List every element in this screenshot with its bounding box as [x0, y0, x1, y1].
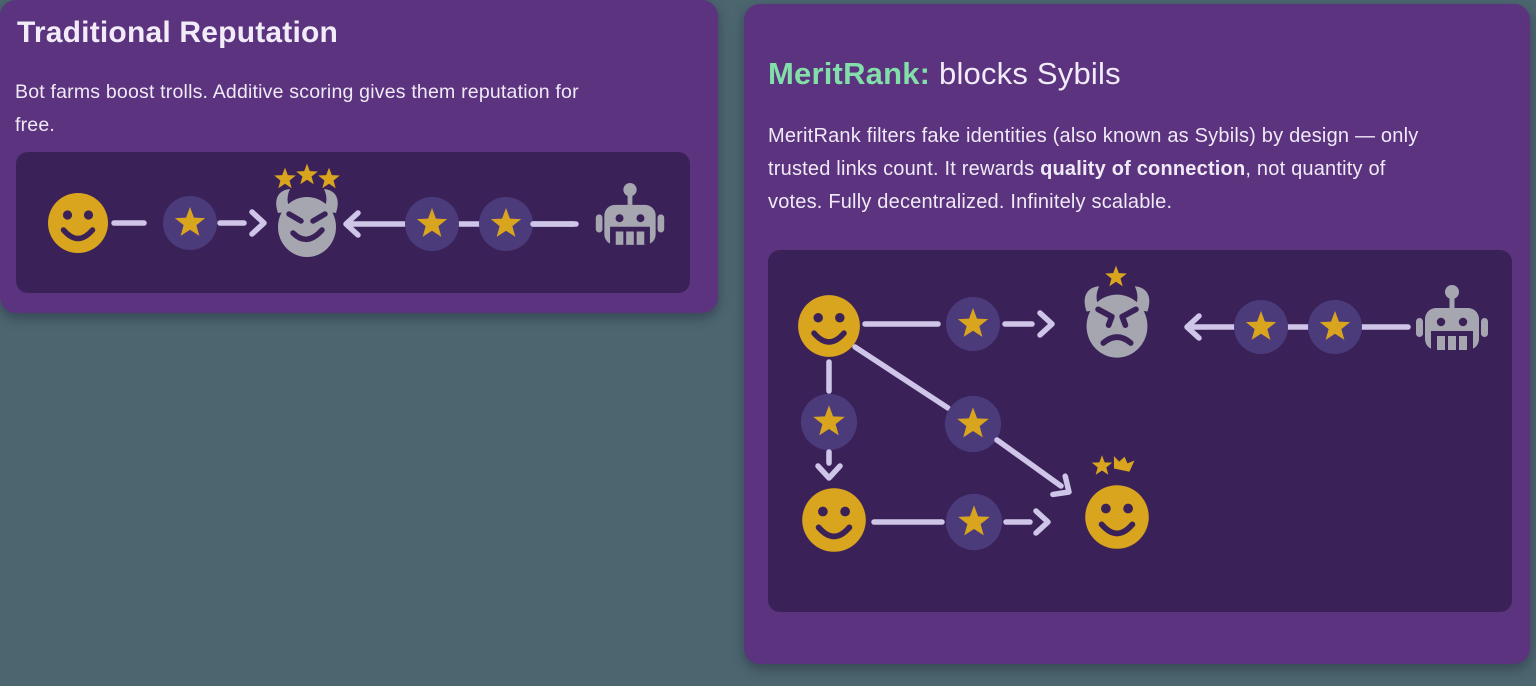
winner-star-icon	[1091, 455, 1113, 475]
troll-star	[1105, 265, 1127, 287]
arrow-left-icon	[1184, 313, 1202, 341]
meritrank-card: MeritRank: blocks Sybils MeritRank filte…	[744, 4, 1530, 664]
arrow-right-icon	[1033, 508, 1051, 536]
right-card-title: MeritRank: blocks Sybils	[768, 56, 1121, 92]
smiley-icon	[48, 193, 108, 253]
arrow-right-icon	[249, 209, 267, 237]
traditional-reputation-diagram-panel	[16, 152, 690, 293]
star-badge-icon	[163, 196, 217, 250]
star-badge-icon	[946, 494, 1002, 550]
traditional-reputation-diagram	[16, 163, 690, 276]
robot-icon	[595, 183, 665, 245]
star-badge-icon	[1308, 300, 1362, 354]
meritrank-diagram	[768, 265, 1488, 612]
arrow-left-icon	[343, 210, 361, 238]
star-badge-icon	[1234, 300, 1288, 354]
winner-smiley-icon	[1085, 485, 1149, 549]
devil-icon	[1085, 286, 1150, 357]
left-card-title: Traditional Reputation	[17, 16, 339, 49]
meritrank-diagram-panel	[768, 250, 1512, 612]
traditional-reputation-card: Traditional Reputation Bot farms boost t…	[0, 0, 718, 313]
robot-icon	[1416, 285, 1488, 350]
arrow-down-icon	[815, 463, 843, 481]
smiley-icon	[802, 488, 866, 552]
crown-icon	[1111, 454, 1135, 473]
link-line	[994, 437, 1064, 489]
left-card-body: Bot farms boost trolls. Additive scoring…	[15, 81, 579, 136]
star-badge-icon	[405, 197, 459, 251]
body-text: MeritRank filters fake identities (also …	[768, 125, 1419, 180]
title-accent: MeritRank:	[768, 56, 931, 91]
smiley-icon	[798, 295, 860, 357]
body-bold-text: quality of connection	[1040, 158, 1246, 180]
star-badge-icon	[946, 297, 1000, 351]
arrow-right-icon	[1037, 310, 1055, 338]
arrow-diagonal-icon	[1050, 473, 1072, 498]
troll-stars	[274, 163, 340, 189]
star-badge-icon	[801, 394, 857, 450]
body-text: , not quantity of votes. Fully decentral…	[768, 158, 1386, 213]
star-badge-icon	[945, 396, 1001, 452]
devil-icon	[276, 189, 338, 257]
title-rest: blocks Sybils	[930, 56, 1121, 91]
star-badge-icon	[479, 197, 533, 251]
link-line	[852, 344, 951, 411]
right-card-body: MeritRank filters fake identities (also …	[768, 120, 1440, 219]
